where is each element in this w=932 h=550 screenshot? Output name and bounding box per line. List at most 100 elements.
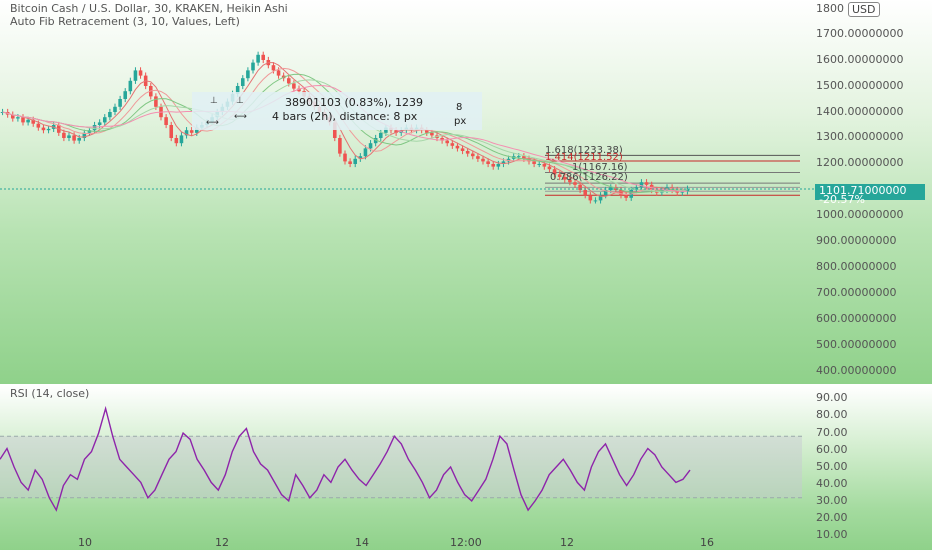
- candle-body: [154, 96, 158, 107]
- price-axis-label: 1400.00000000: [816, 105, 904, 118]
- measure-side-text: 8: [456, 102, 463, 113]
- rsi-legend[interactable]: RSI (14, close): [10, 387, 90, 400]
- candle-body: [496, 164, 501, 167]
- price-axis-label: 1800: [816, 2, 844, 15]
- price-axis-label: 800.00000000: [816, 260, 897, 273]
- candle-body: [194, 127, 199, 133]
- candle-body: [465, 151, 470, 154]
- measure-side-text: px: [454, 116, 467, 127]
- candle-body: [256, 54, 260, 63]
- symbol-legend[interactable]: Bitcoin Cash / U.S. Dollar, 30, KRAKEN, …: [10, 2, 288, 15]
- pane-separator[interactable]: [0, 384, 932, 386]
- measure-price-icon: ⊥: [210, 96, 218, 106]
- candle-body: [21, 117, 25, 123]
- candle-body: [619, 190, 623, 196]
- candle-body: [353, 158, 358, 164]
- candle-body: [338, 138, 342, 154]
- time-axis-label: 12: [215, 536, 229, 549]
- price-pane-background: [0, 0, 932, 384]
- rsi-chart[interactable]: [0, 386, 932, 550]
- fib-level-label: 1.618(1233.38): [545, 145, 623, 156]
- candle-body: [82, 132, 87, 138]
- candle-body: [450, 143, 455, 146]
- candle-body: [348, 161, 352, 164]
- candle-body: [332, 122, 337, 138]
- candle-body: [164, 117, 168, 125]
- price-axis-label: 1600.00000000: [816, 53, 904, 66]
- candle-body: [363, 148, 368, 157]
- candle-body: [378, 132, 383, 138]
- candle-body: [276, 70, 281, 76]
- candle-body: [77, 138, 82, 141]
- candle-body: [72, 135, 76, 141]
- candle-body: [41, 127, 46, 131]
- candle-body: [246, 70, 250, 79]
- candle-body: [568, 179, 572, 183]
- price-chart[interactable]: [0, 0, 932, 384]
- candle-body: [261, 54, 266, 60]
- candle-body: [639, 182, 644, 188]
- candle-body: [394, 130, 398, 133]
- candle-body: [598, 195, 603, 201]
- candle-body: [476, 156, 480, 159]
- candle-body: [251, 62, 255, 71]
- rsi-axis-label: 40.00: [816, 477, 848, 490]
- candle-body: [491, 164, 496, 167]
- rsi-axis-label: 30.00: [816, 494, 848, 507]
- candle-body: [588, 195, 593, 201]
- candle-body: [460, 148, 465, 151]
- candle-body: [292, 83, 296, 89]
- candle-body: [384, 127, 388, 133]
- time-axis-label: 12: [560, 536, 574, 549]
- price-axis-label: 1300.00000000: [816, 130, 904, 143]
- candle-body: [552, 169, 557, 175]
- price-axis-label: 500.00000000: [816, 338, 897, 351]
- candle-body: [118, 99, 122, 107]
- fib-indicator-legend[interactable]: Auto Fib Retracement (3, 10, Values, Lef…: [10, 15, 240, 28]
- candle-body: [16, 117, 20, 119]
- rsi-axis-label: 10.00: [816, 528, 848, 541]
- candle-body: [26, 119, 30, 123]
- candle-body: [368, 143, 373, 149]
- candle-body: [532, 161, 536, 164]
- measure-tooltip[interactable]: ⊥ ⊥ ⟷ ⟷ 38901103 (0.83%), 1239 4 bars (2…: [192, 92, 482, 130]
- candle-body: [593, 200, 598, 202]
- rsi-axis-label: 90.00: [816, 391, 848, 404]
- candle-body: [92, 125, 97, 131]
- measure-bars-icon: ⟷: [206, 118, 219, 128]
- candle-body: [67, 135, 71, 138]
- candle-body: [297, 88, 301, 92]
- candle-body: [179, 135, 184, 144]
- candle-body: [128, 80, 133, 92]
- rsi-axis-label: 60.00: [816, 443, 848, 456]
- candle-body: [169, 125, 174, 138]
- candle-body: [583, 190, 588, 196]
- rsi-axis-label: 20.00: [816, 511, 848, 524]
- candle-body: [578, 184, 582, 190]
- moving-average-line: [2, 62, 688, 197]
- candle-body: [31, 119, 36, 124]
- candle-body: [470, 153, 475, 157]
- rsi-band: [0, 436, 802, 498]
- candle-body: [184, 130, 189, 136]
- candle-body: [133, 70, 138, 81]
- candle-body: [522, 156, 526, 159]
- candle-body: [138, 70, 143, 76]
- candle-body: [424, 130, 429, 133]
- candle-body: [113, 106, 117, 112]
- measure-bars-text: 4 bars (2h), distance: 8 px: [272, 110, 418, 123]
- currency-button[interactable]: USD: [848, 2, 880, 17]
- measure-price-text: 38901103 (0.83%), 1239: [285, 96, 423, 109]
- current-price-change: -20.57%: [819, 193, 865, 206]
- candle-body: [10, 114, 15, 119]
- price-axis-label: 1000.00000000: [816, 208, 904, 221]
- candle-body: [440, 138, 444, 141]
- candle-body: [430, 132, 434, 136]
- price-axis-label: 600.00000000: [816, 312, 897, 325]
- candle-body: [97, 122, 102, 125]
- candle-body: [516, 156, 521, 158]
- candle-body: [455, 145, 460, 149]
- price-axis-label: 900.00000000: [816, 234, 897, 247]
- candle-body: [557, 174, 562, 177]
